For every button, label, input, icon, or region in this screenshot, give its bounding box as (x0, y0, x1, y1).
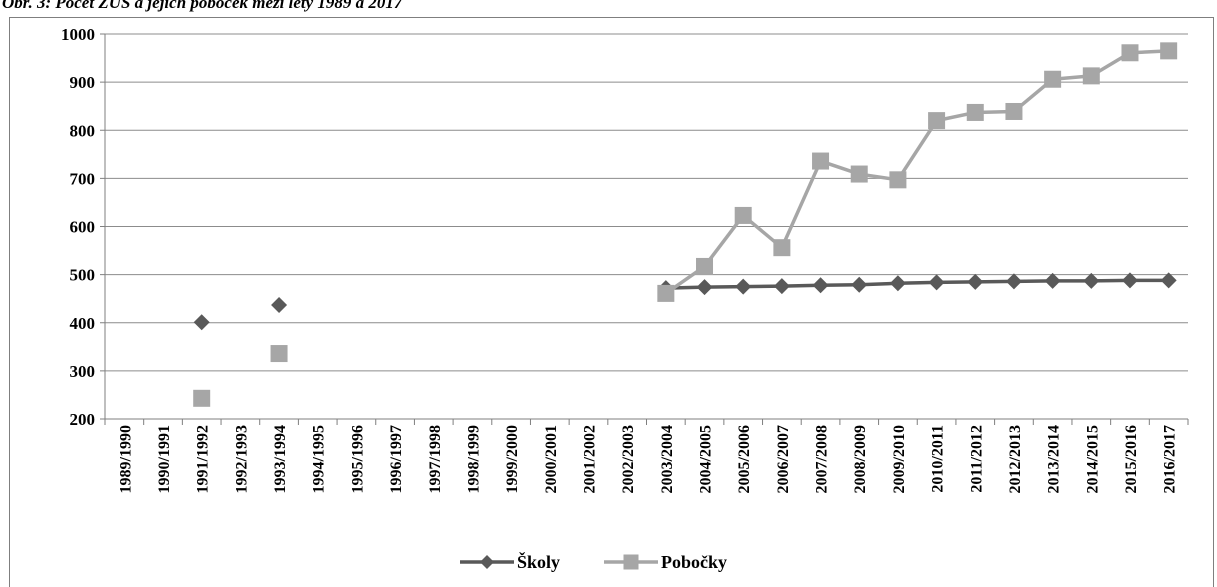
data-point-pobocky (1044, 71, 1061, 88)
data-point-skoly (271, 297, 287, 313)
x-tick-label: 2002/2003 (620, 425, 637, 493)
data-point-pobocky (1160, 42, 1177, 59)
data-point-pobocky (1083, 67, 1100, 84)
x-tick-label: 2004/2005 (698, 425, 715, 493)
data-point-pobocky (1121, 44, 1138, 61)
data-point-pobocky (1005, 103, 1022, 120)
y-tick-label: 300 (70, 362, 96, 381)
data-point-skoly (929, 274, 945, 290)
data-point-skoly (1006, 273, 1022, 289)
legend-marker-diamond (480, 555, 494, 569)
series-lines (666, 51, 1169, 294)
data-point-pobocky (735, 207, 752, 224)
x-tick-label: 2000/2001 (543, 425, 560, 493)
legend-label: Školy (517, 551, 560, 572)
y-tick-label: 700 (70, 169, 96, 188)
axes (100, 34, 1188, 425)
data-point-pobocky (696, 258, 713, 275)
x-tick-label: 1994/1995 (311, 425, 328, 493)
data-point-pobocky (967, 104, 984, 121)
x-tick-label: 2009/2010 (891, 425, 908, 493)
data-point-skoly (851, 277, 867, 293)
x-tick-label: 1990/1991 (156, 425, 173, 493)
x-tick-label: 1998/1999 (465, 425, 482, 493)
x-tick-label: 1999/2000 (504, 425, 521, 493)
legend-label: Pobočky (661, 552, 727, 572)
y-tick-label: 1000 (61, 25, 95, 44)
data-point-pobocky (928, 112, 945, 129)
x-tick-label: 2001/2002 (581, 425, 598, 493)
x-tick-label: 2015/2016 (1123, 425, 1140, 493)
data-point-skoly (1045, 273, 1061, 289)
x-tick-label: 1989/1990 (117, 425, 134, 493)
legend: Školy Pobočky (460, 551, 727, 572)
y-tick-label: 400 (70, 314, 96, 333)
data-point-pobocky (193, 390, 210, 407)
y-tick-label: 500 (70, 266, 96, 285)
x-tick-label: 2007/2008 (814, 425, 831, 493)
data-point-skoly (890, 275, 906, 291)
series-line-segment (898, 121, 937, 180)
x-tick-label: 2012/2013 (1007, 425, 1024, 493)
gridlines (105, 34, 1188, 371)
data-point-skoly (194, 314, 210, 330)
data-point-skoly (813, 277, 829, 293)
y-tick-label: 600 (70, 218, 96, 237)
data-point-pobocky (773, 239, 790, 256)
y-tick-label: 200 (70, 410, 96, 429)
data-point-pobocky (657, 285, 674, 302)
y-tick-labels: 200 300 400 500 600 700 800 900 1000 (61, 25, 95, 429)
x-tick-label: 2013/2014 (1046, 425, 1063, 493)
x-tick-label: 1996/1997 (388, 425, 405, 493)
data-point-skoly (697, 279, 713, 295)
series-line-segment (782, 161, 821, 248)
x-tick-labels: 1989/1990 1990/1991 1991/1992 1992/1993 1993… (117, 425, 1178, 493)
data-point-pobocky (812, 153, 829, 170)
data-point-skoly (967, 274, 983, 290)
data-point-skoly (735, 279, 751, 295)
x-tick-label: 1992/1993 (233, 425, 250, 493)
x-tick-label: 1995/1996 (349, 425, 366, 493)
x-tick-label: 2016/2017 (1162, 425, 1179, 493)
x-tick-label: 2005/2006 (736, 425, 753, 493)
x-tick-label: 2010/2011 (930, 425, 947, 493)
legend-marker-square (624, 555, 639, 570)
x-tick-label: 2003/2004 (659, 425, 676, 493)
x-tick-label: 2011/2012 (968, 425, 985, 493)
data-point-skoly (774, 278, 790, 294)
x-tick-label: 2008/2009 (852, 425, 869, 493)
data-point-pobocky (889, 171, 906, 188)
x-tick-label: 1993/1994 (272, 425, 289, 493)
x-tick-label: 2014/2015 (1084, 425, 1101, 493)
data-point-pobocky (851, 166, 868, 183)
x-tick-label: 1997/1998 (427, 425, 444, 493)
x-tick-label: 2006/2007 (775, 425, 792, 493)
y-tick-label: 800 (70, 121, 96, 140)
data-point-skoly (1083, 273, 1099, 289)
y-tick-label: 900 (70, 73, 96, 92)
data-point-pobocky (271, 345, 288, 362)
x-tick-label: 1991/1992 (195, 425, 212, 493)
